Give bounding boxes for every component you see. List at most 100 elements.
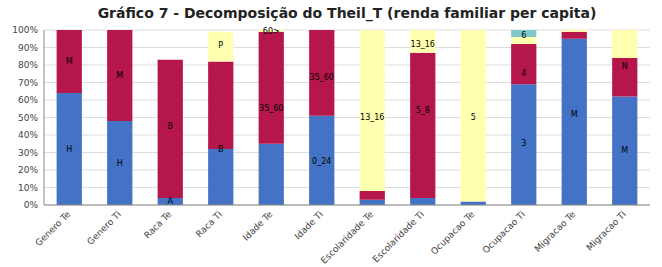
annotation: M xyxy=(116,71,123,80)
chart: Gráfico 7 - Decomposição do Theil_T (ren… xyxy=(0,0,662,267)
y-tick-label: 90% xyxy=(18,43,38,53)
x-tick-label: Ocupacao Ti xyxy=(481,209,527,255)
bar-segment xyxy=(562,39,587,205)
grid-line xyxy=(44,30,650,31)
bar-segment xyxy=(208,32,233,62)
x-tick-label: Idade Ti xyxy=(293,209,325,241)
bars xyxy=(57,30,638,205)
grid-line xyxy=(44,152,650,153)
grid-line xyxy=(44,135,650,136)
y-tick-label: 60% xyxy=(18,95,38,105)
annotation: B xyxy=(218,145,224,154)
y-tick-label: 40% xyxy=(18,130,38,140)
bar-segment xyxy=(562,30,587,31)
x-tick-label: Migracao Te xyxy=(533,209,578,254)
annotation: 3 xyxy=(521,139,526,148)
x-axis xyxy=(44,205,650,206)
annotation: 60> xyxy=(263,27,280,36)
bar-segment xyxy=(410,198,435,205)
bar-segment xyxy=(158,59,183,60)
bar-segment xyxy=(612,97,637,206)
grid-line xyxy=(44,187,650,188)
bar-segment xyxy=(461,30,486,202)
bar-segment xyxy=(562,32,587,39)
y-axis xyxy=(44,30,45,205)
bar-segment xyxy=(309,30,334,116)
x-tick-label: Genero Ti xyxy=(85,209,123,247)
bar-segment xyxy=(309,30,334,31)
x-tick-label: Escolaridade Te xyxy=(319,209,376,266)
bar-segment xyxy=(612,30,637,31)
bar-segment xyxy=(360,200,385,205)
y-tick-label: 20% xyxy=(18,165,38,175)
annotation: 13_16 xyxy=(360,113,384,122)
y-tick-label: 0% xyxy=(24,200,39,210)
grid-line xyxy=(44,117,650,118)
annotation: B xyxy=(168,122,174,131)
annotation: H xyxy=(66,145,72,154)
y-tick-label: 100% xyxy=(12,25,38,35)
x-tick-label: Ocupacao Te xyxy=(429,209,477,257)
bar-segment xyxy=(259,32,284,144)
grid-line xyxy=(44,100,650,101)
x-tick-label: Escolaridade Ti xyxy=(371,209,426,264)
bar-segment xyxy=(511,84,536,205)
grid-line xyxy=(44,205,650,206)
bar-segment xyxy=(562,30,587,32)
bar-segment xyxy=(107,30,132,121)
annotations: HMHMABBP35_6060>0_2435_6013_1613_165_853… xyxy=(66,27,629,206)
grid-line xyxy=(44,65,650,66)
annotation: 35_60 xyxy=(310,73,334,82)
annotation: P xyxy=(218,41,223,50)
x-tick-label: Raca Te xyxy=(142,209,174,241)
bar-segment xyxy=(158,59,183,60)
grid-line xyxy=(44,170,650,171)
annotation: 5_8 xyxy=(416,106,430,115)
bar-segment xyxy=(309,116,334,205)
annotation: H xyxy=(117,159,123,168)
bar-segment xyxy=(461,30,486,31)
bar-segment xyxy=(259,144,284,205)
bar-segment xyxy=(208,31,233,32)
bar-segment xyxy=(360,191,385,200)
bar-segment xyxy=(360,30,385,31)
bar-segment xyxy=(57,30,82,93)
x-tick-label: Migracao Ti xyxy=(584,209,628,253)
bar-segment xyxy=(57,30,82,31)
grid-line xyxy=(44,82,650,83)
y-tick-label: 10% xyxy=(18,183,38,193)
bar-segment xyxy=(612,30,637,58)
bar-segment xyxy=(57,93,82,205)
bar-segment xyxy=(208,149,233,205)
bar-segment xyxy=(410,30,435,31)
bar-segment xyxy=(107,30,132,31)
x-tick-label: Genero Te xyxy=(33,209,72,248)
y-tick-label: 30% xyxy=(18,148,38,158)
bar-segment xyxy=(461,202,486,206)
title: Gráfico 7 - Decomposição do Theil_T (ren… xyxy=(98,5,597,22)
bar-segment xyxy=(410,53,435,198)
annotation: M xyxy=(66,57,73,66)
bar-segment xyxy=(107,30,132,31)
bar-segment xyxy=(612,58,637,97)
grid xyxy=(44,30,650,205)
bar-segment xyxy=(208,62,233,150)
annotation: 6 xyxy=(521,31,526,40)
annotation: 0_24 xyxy=(312,157,331,166)
y-tick-label: 50% xyxy=(18,113,38,123)
annotation: M xyxy=(621,146,628,155)
annotation: N xyxy=(622,62,628,71)
annotation: 5 xyxy=(471,113,476,122)
annotation: M xyxy=(571,110,578,119)
annotation: 4 xyxy=(521,69,526,78)
x-tick-label: Idade Te xyxy=(241,209,275,243)
bar-segment xyxy=(158,60,183,198)
x-tick-label: Raca Ti xyxy=(194,209,224,239)
y-tick-label: 70% xyxy=(18,78,38,88)
annotation: 35_60 xyxy=(259,104,283,113)
bar-segment xyxy=(410,30,435,53)
bar-segment xyxy=(511,44,536,84)
bar-segment xyxy=(158,198,183,205)
bar-segment xyxy=(309,30,334,31)
y-tick-label: 80% xyxy=(18,60,38,70)
